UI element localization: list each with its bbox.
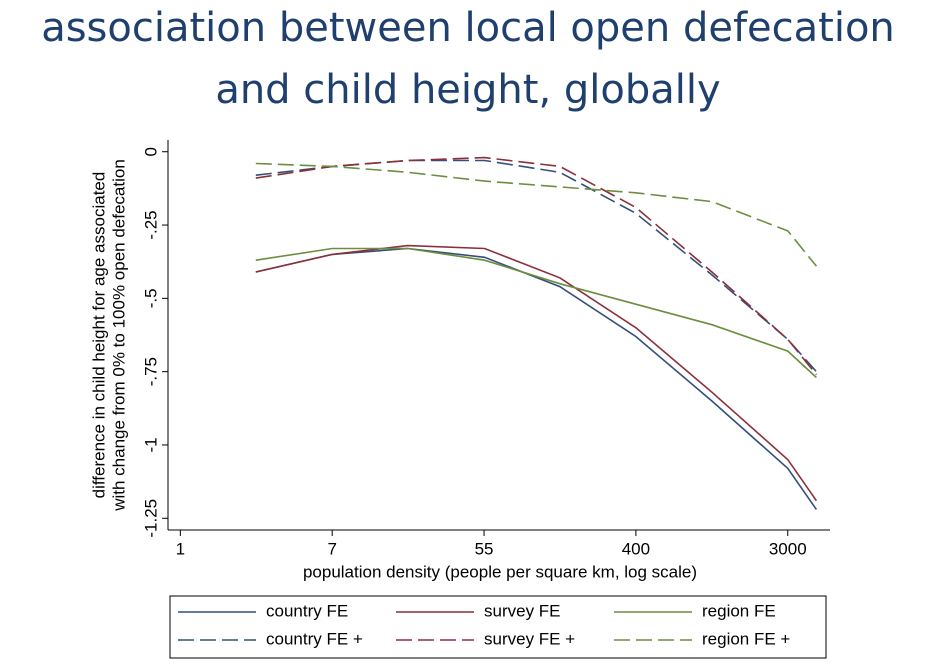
x-tick-label: 1 — [176, 539, 185, 558]
series-line — [255, 159, 817, 373]
series-line — [255, 247, 817, 379]
chart-title: and child height, globally — [215, 67, 720, 113]
x-tick-label: 7 — [327, 539, 336, 558]
x-tick-label: 400 — [622, 539, 650, 558]
legend-label: survey FE — [484, 601, 561, 620]
x-axis-label: population density (people per square km… — [303, 562, 697, 581]
series-line — [255, 156, 818, 376]
y-tick-label: -1 — [141, 437, 160, 452]
series-line — [255, 247, 818, 510]
legend-label: country FE + — [266, 629, 363, 648]
y-tick-label: 0 — [141, 147, 160, 156]
y-tick-label: -.25 — [141, 210, 160, 239]
legend-label: region FE — [702, 601, 776, 620]
x-tick-label: 55 — [475, 539, 494, 558]
chart-title: association between local open defecatio… — [41, 5, 895, 51]
legend-label: country FE — [266, 601, 348, 620]
legend-label: region FE + — [702, 629, 790, 648]
x-tick-label: 3000 — [769, 539, 807, 558]
y-axis-label: with change from 0% to 100% open defecat… — [109, 159, 128, 512]
legend-label: survey FE + — [484, 629, 575, 648]
y-axis-label: difference in child height for age assoc… — [89, 172, 108, 499]
y-tick-label: -.5 — [141, 288, 160, 308]
legend — [169, 595, 827, 659]
series-line — [255, 244, 818, 502]
y-tick-label: -1.25 — [141, 499, 160, 538]
series-line — [255, 162, 818, 267]
y-tick-label: -.75 — [141, 357, 160, 386]
